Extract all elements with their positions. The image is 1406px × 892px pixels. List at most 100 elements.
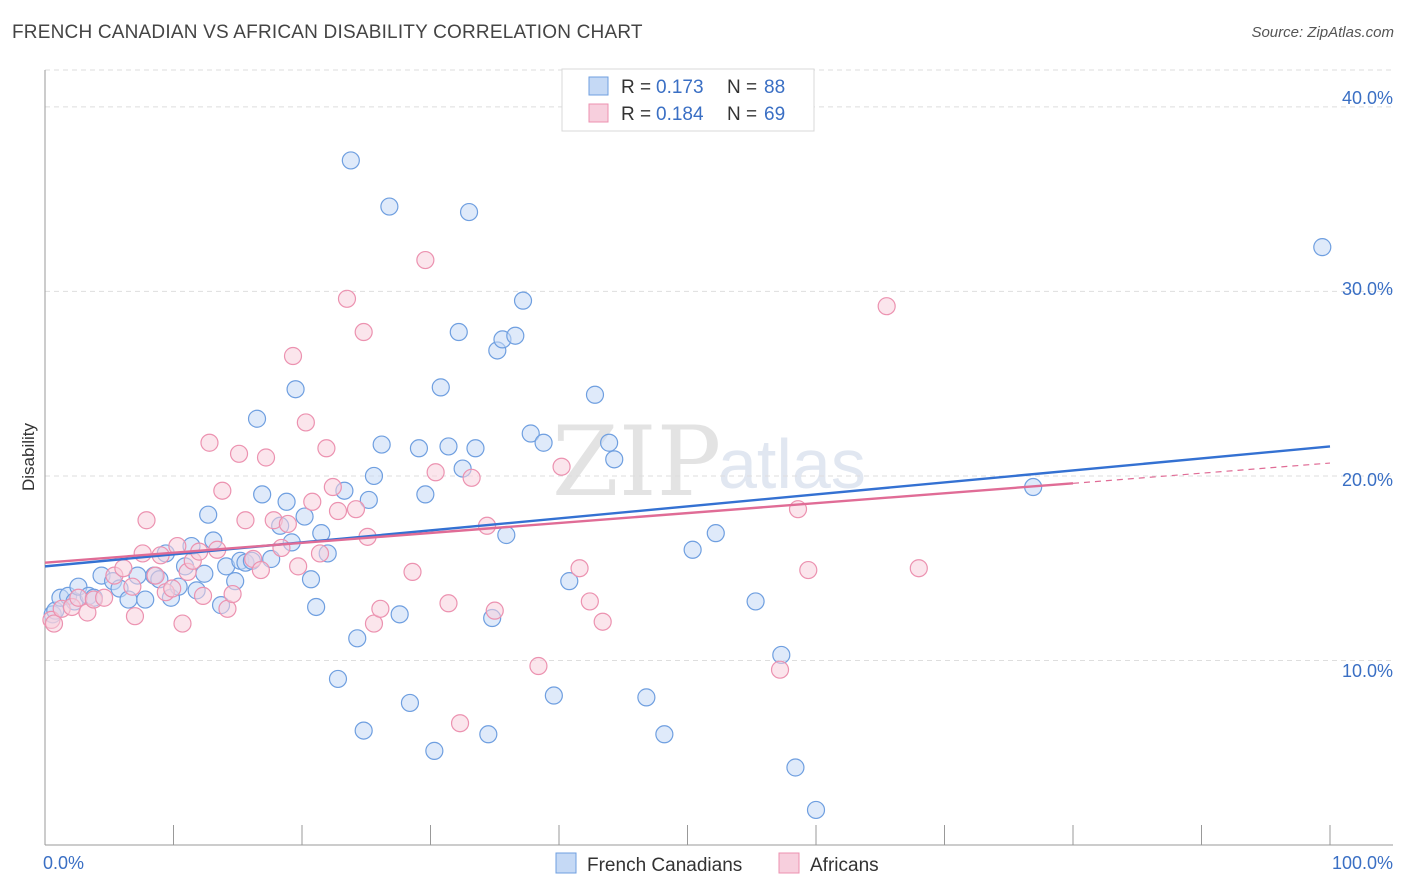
africans-point-42 [317,439,336,458]
french-canadians-point-38 [295,507,314,526]
watermark-atlas: atlas [718,425,866,503]
source-credit: Source: ZipAtlas.com [1251,24,1394,41]
legend-n-label-1: N = [727,77,757,98]
french-canadians-point-61 [459,202,479,222]
french-canadians-point-73 [560,572,579,591]
africans-point-68 [909,559,928,578]
french-canadians-point-81 [746,592,765,611]
africans-point-7 [95,588,114,607]
french-canadians-point-33 [262,549,281,569]
french-canadians-point-79 [683,540,702,559]
french-canadians-point-62 [466,439,485,458]
french-canadians-point-78 [655,725,674,744]
french-canadians-point-48 [359,490,378,510]
french-canadians-point-47 [354,721,373,740]
y-axis-title: Disability [19,422,38,491]
africans-point-24 [200,433,219,452]
french-canadians-point-32 [253,485,272,504]
x-tick-label-min: 0.0% [43,853,84,873]
africans-point-10 [123,577,142,596]
africans-point-39 [296,413,315,432]
french-canadians-point-40 [307,597,326,617]
africans-point-40 [303,492,322,511]
africans-point-62 [580,592,599,611]
french-canadians-point-52 [390,605,409,624]
french-canadians-point-71 [534,433,553,452]
french-canadians-point-31 [247,409,267,428]
africans-point-52 [416,250,435,270]
africans-point-54 [439,594,458,613]
africans-point-53 [426,463,445,482]
series-swatch-africans [778,852,800,874]
french-canadians-point-39 [301,570,321,589]
series-label-french-canadians: French Canadians [587,855,742,876]
french-canadians-point-54 [409,439,429,458]
french-canadians-point-72 [544,686,563,705]
french-canadians-point-53 [400,693,420,713]
legend-r-label-1: R = [621,77,651,98]
french-canadians-point-58 [439,437,458,456]
africans-point-41 [310,544,330,563]
africans-point-36 [278,514,297,534]
french-canadians-point-80 [706,524,725,543]
x-tick-label-max: 100.0% [1332,853,1393,873]
french-canadians-point-45 [341,151,360,170]
legend-r-label-2: R = [621,104,651,125]
africans-point-11 [125,607,145,626]
y-tick-label-20: 20.0% [1342,470,1393,490]
africans-point-38 [289,557,308,576]
africans-point-60 [552,457,571,476]
legend-n-value-1: 88 [764,77,785,98]
y-tick-labels: 40.0% 30.0% 20.0% 10.0% [1342,88,1393,681]
french-canadians-point-46 [348,629,367,648]
watermark-zip: ZIP [552,406,721,518]
africans-point-17 [163,579,182,598]
africans-point-66 [799,560,818,580]
legend-swatch-french-canadians [588,76,609,96]
africans-point-46 [346,500,366,519]
africans-point-32 [251,560,270,580]
africans-point-55 [450,714,470,733]
africans-point-50 [371,599,390,618]
legend-r-value-2: 0.184 [656,104,704,125]
legend-swatch-africans [588,103,609,123]
french-canadians-point-55 [416,485,435,504]
french-canadians-point-86 [1313,238,1332,257]
french-canadians-point-76 [605,450,624,469]
africans-point-47 [354,322,373,342]
y-tick-label-40: 40.0% [1342,88,1393,108]
africans-point-58 [485,601,504,620]
africans-trend-extension [1072,462,1331,484]
gridlines [45,69,1393,661]
africans-point-29 [229,444,249,463]
africans-point-4 [69,588,88,607]
series-swatch-french-canadians [555,852,577,874]
y-tick-label-10: 10.0% [1342,661,1393,681]
french-canadians-point-37 [286,380,305,399]
french-canadians-point-75 [600,433,619,452]
africans-point-64 [770,660,790,679]
french-canadians-point-70 [521,424,540,443]
french-canadians-point-35 [277,492,296,511]
series-legend: French Canadians Africans [555,852,879,876]
africans-point-67 [877,297,896,316]
africans-point-19 [173,614,192,633]
chart-title: FRENCH CANADIAN VS AFRICAN DISABILITY CO… [12,22,643,43]
africans-point-26 [213,481,232,500]
french-canadians-point-57 [431,378,450,397]
africans-point-37 [283,346,303,366]
africans-point-12 [133,544,152,563]
french-canadians-point-59 [449,322,468,342]
africans-point-56 [462,468,481,487]
french-canadians-point-84 [806,800,826,820]
legend-r-value-1: 0.173 [656,77,704,98]
french-canadians-point-63 [479,725,498,744]
series-label-africans: Africans [810,855,879,876]
africans-point-13 [137,511,156,530]
legend-n-value-2: 69 [764,104,785,125]
french-canadians-point-69 [513,291,533,310]
africans-point-61 [570,559,589,578]
africans-point-30 [236,511,255,530]
french-canadians-point-83 [786,758,805,777]
